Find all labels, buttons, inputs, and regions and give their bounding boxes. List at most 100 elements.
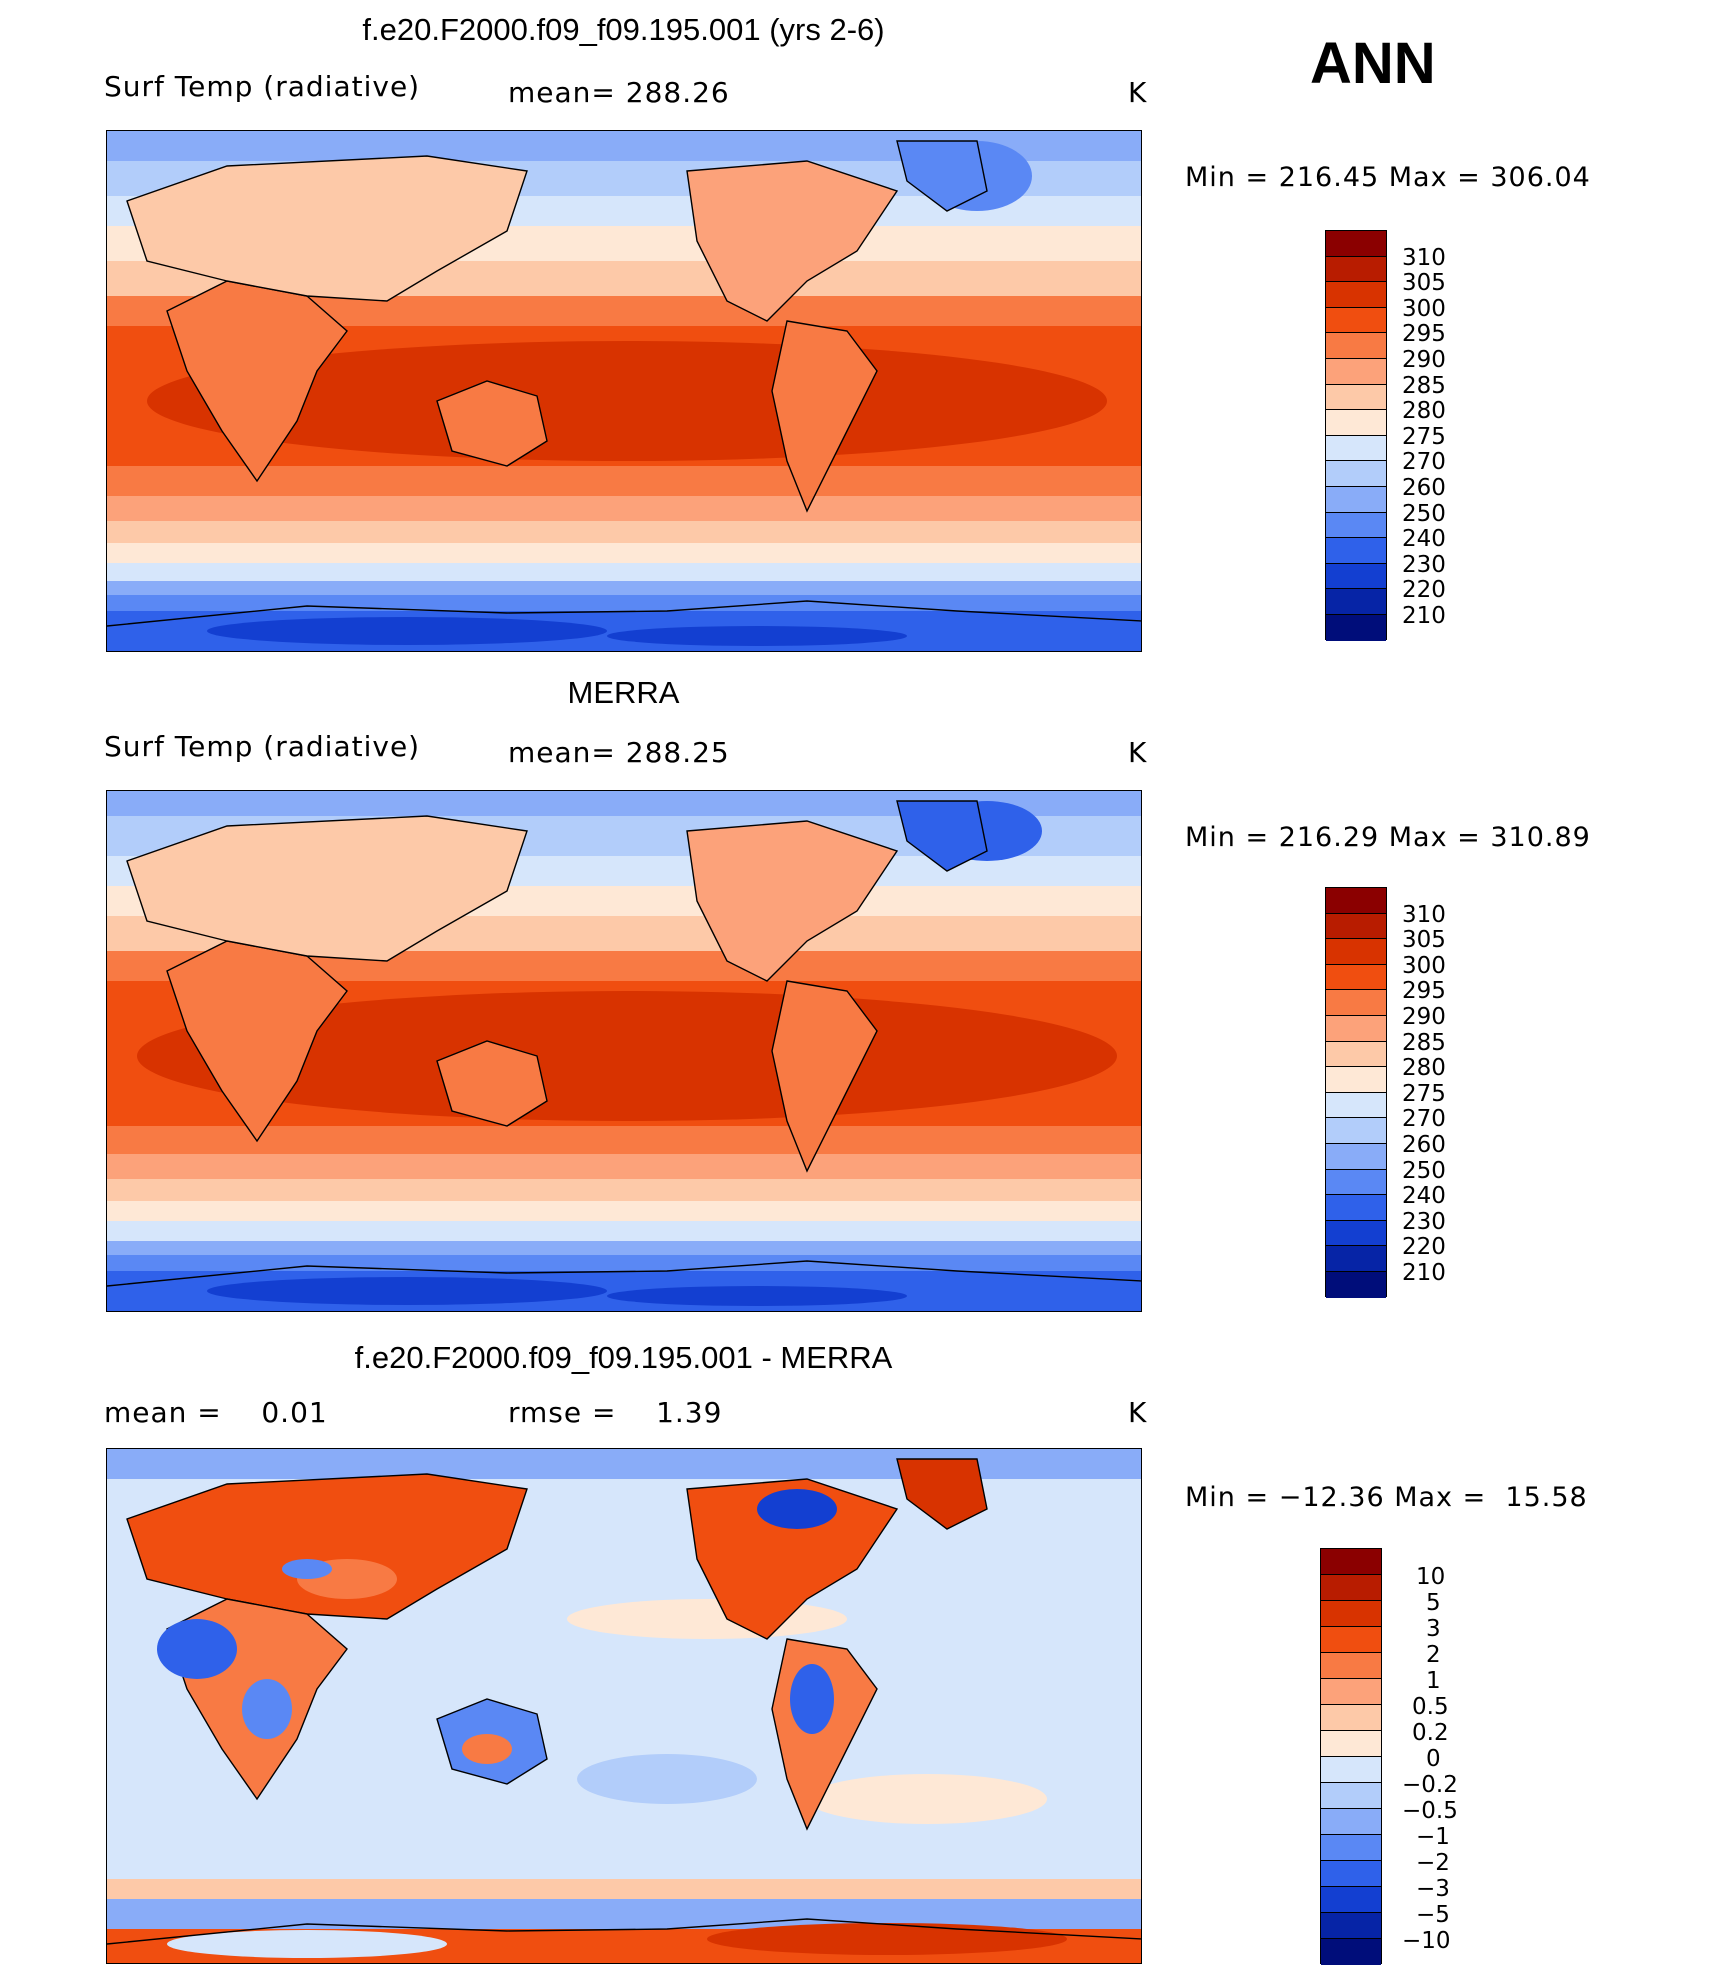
colorbar-label: 3 bbox=[1426, 1616, 1441, 1642]
panel2-title: MERRA bbox=[567, 675, 680, 710]
panel3-units-label: K bbox=[1128, 1396, 1148, 1429]
panel1-variable-label: Surf Temp (radiative) bbox=[104, 70, 421, 103]
colorbar-cell bbox=[1326, 333, 1386, 359]
colorbar-cell bbox=[1321, 1783, 1381, 1809]
colorbar-cell bbox=[1326, 563, 1386, 590]
colorbar-cell bbox=[1321, 1731, 1381, 1757]
colorbar-label: 300 bbox=[1402, 953, 1446, 979]
panel1-mean-label: mean= 288.26 bbox=[508, 76, 730, 109]
colorbar-cell bbox=[1321, 1757, 1381, 1783]
colorbar-label: 300 bbox=[1402, 296, 1446, 322]
colorbar-label: 240 bbox=[1402, 526, 1446, 552]
colorbar-label: 295 bbox=[1402, 978, 1446, 1004]
panel3-rmse-label: rmse = 1.39 bbox=[508, 1396, 723, 1429]
colorbar-cell bbox=[1326, 1041, 1386, 1068]
colorbar-label: 290 bbox=[1402, 347, 1446, 373]
colorbar-cell bbox=[1326, 487, 1386, 513]
colorbar-label: 275 bbox=[1402, 1081, 1446, 1107]
colorbar-cell bbox=[1326, 939, 1386, 965]
colorbar-label: 220 bbox=[1402, 577, 1446, 603]
colorbar-label: 0 bbox=[1426, 1746, 1441, 1772]
colorbar-cell bbox=[1321, 1549, 1381, 1575]
colorbar-label: 230 bbox=[1402, 552, 1446, 578]
colorbar-label: 210 bbox=[1402, 1260, 1446, 1286]
colorbar-cell bbox=[1326, 359, 1386, 385]
colorbar-cell bbox=[1321, 1601, 1381, 1627]
season-label: ANN bbox=[1310, 31, 1436, 96]
colorbar-cell bbox=[1321, 1653, 1381, 1679]
colorbar-cell bbox=[1321, 1575, 1381, 1601]
colorbar-cell bbox=[1326, 964, 1386, 991]
panel2-minmax-label: Min = 216.29 Max = 310.89 bbox=[1185, 822, 1591, 853]
colorbar-cell bbox=[1326, 512, 1386, 539]
panel2-variable-label: Surf Temp (radiative) bbox=[104, 730, 421, 763]
colorbar-label: 275 bbox=[1402, 424, 1446, 450]
colorbar-label: 1 bbox=[1426, 1668, 1441, 1694]
colorbar-label: 305 bbox=[1402, 927, 1446, 953]
colorbar-cell bbox=[1326, 231, 1386, 257]
panel3-mean-label: mean = 0.01 bbox=[104, 1396, 328, 1429]
colorbar-cell bbox=[1326, 1246, 1386, 1272]
panel1-minmax-label: Min = 216.45 Max = 306.04 bbox=[1185, 162, 1591, 193]
panel3-map bbox=[106, 1448, 1142, 1964]
colorbar-label: 260 bbox=[1402, 1132, 1446, 1158]
colorbar-label: 2 bbox=[1426, 1642, 1441, 1668]
colorbar-label: −3 bbox=[1416, 1876, 1450, 1902]
panel1-colorbar bbox=[1325, 230, 1387, 641]
colorbar-label: −5 bbox=[1416, 1902, 1450, 1928]
colorbar-label: 285 bbox=[1402, 1030, 1446, 1056]
panel2-units-label: K bbox=[1128, 736, 1148, 769]
colorbar-label: −10 bbox=[1402, 1928, 1451, 1954]
colorbar-cell bbox=[1326, 256, 1386, 283]
colorbar-cell bbox=[1326, 1118, 1386, 1144]
panel3-map-canvas bbox=[107, 1449, 1141, 1963]
colorbar-label: −2 bbox=[1416, 1850, 1450, 1876]
colorbar-cell bbox=[1321, 1939, 1381, 1965]
colorbar-cell bbox=[1326, 1016, 1386, 1042]
panel1-title: f.e20.F2000.f09_f09.195.001 (yrs 2-6) bbox=[362, 12, 885, 47]
colorbar-label: −1 bbox=[1416, 1824, 1450, 1850]
panel1-map bbox=[106, 130, 1142, 652]
colorbar-cell bbox=[1326, 1067, 1386, 1093]
panel3-colorbar bbox=[1320, 1548, 1382, 1965]
colorbar-cell bbox=[1321, 1835, 1381, 1861]
colorbar-cell bbox=[1326, 435, 1386, 462]
panel1-map-canvas bbox=[107, 131, 1141, 651]
colorbar-label: 5 bbox=[1426, 1590, 1441, 1616]
panel3-minmax-label: Min = −12.36 Max = 15.58 bbox=[1185, 1482, 1588, 1513]
colorbar-label: 250 bbox=[1402, 1158, 1446, 1184]
colorbar-cell bbox=[1326, 384, 1386, 411]
colorbar-label: 285 bbox=[1402, 373, 1446, 399]
colorbar-label: 310 bbox=[1402, 245, 1446, 271]
colorbar-cell bbox=[1326, 1092, 1386, 1119]
colorbar-cell bbox=[1326, 461, 1386, 487]
panel1-units-label: K bbox=[1128, 76, 1148, 109]
colorbar-label: 240 bbox=[1402, 1183, 1446, 1209]
colorbar-cell bbox=[1326, 410, 1386, 436]
colorbar-cell bbox=[1321, 1809, 1381, 1835]
colorbar-label: 230 bbox=[1402, 1209, 1446, 1235]
colorbar-label: 280 bbox=[1402, 398, 1446, 424]
panel2-mean-label: mean= 288.25 bbox=[508, 736, 730, 769]
colorbar-cell bbox=[1321, 1887, 1381, 1913]
colorbar-label: −0.5 bbox=[1402, 1798, 1458, 1824]
colorbar-label: 260 bbox=[1402, 475, 1446, 501]
panel2-map bbox=[106, 790, 1142, 1312]
colorbar-label: −0.2 bbox=[1402, 1772, 1458, 1798]
colorbar-label: 0.5 bbox=[1412, 1694, 1449, 1720]
colorbar-cell bbox=[1326, 1144, 1386, 1170]
colorbar-cell bbox=[1326, 282, 1386, 308]
colorbar-label: 10 bbox=[1416, 1564, 1446, 1590]
colorbar-label: 250 bbox=[1402, 501, 1446, 527]
colorbar-cell bbox=[1326, 888, 1386, 914]
colorbar-cell bbox=[1326, 1272, 1386, 1298]
colorbar-cell bbox=[1326, 307, 1386, 334]
colorbar-label: 210 bbox=[1402, 603, 1446, 629]
colorbar-cell bbox=[1326, 1220, 1386, 1247]
colorbar-cell bbox=[1326, 538, 1386, 564]
colorbar-cell bbox=[1321, 1913, 1381, 1939]
colorbar-label: 290 bbox=[1402, 1004, 1446, 1030]
colorbar-cell bbox=[1326, 1169, 1386, 1196]
colorbar-label: 0.2 bbox=[1412, 1720, 1449, 1746]
colorbar-cell bbox=[1326, 615, 1386, 641]
